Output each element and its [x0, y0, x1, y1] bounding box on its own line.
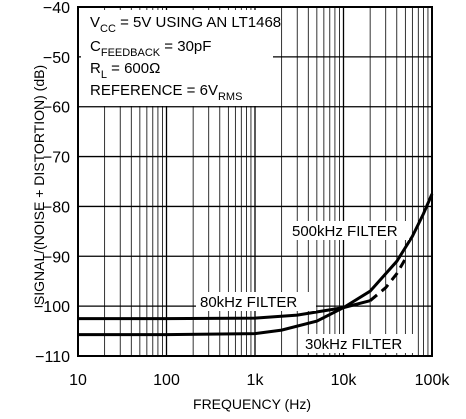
y-tick-label: −110 [35, 349, 70, 366]
annotation-line-2: CFEEDBACK = 30pF [90, 38, 211, 59]
annotation-line-1: VCC = 5V USING AN LT1468 [90, 14, 281, 35]
label-bg-500khz [288, 221, 409, 240]
curves [78, 193, 434, 353]
y-tick-label: −90 [43, 249, 70, 266]
y-tick-label: −60 [43, 100, 70, 117]
x-axis-title: FREQUENCY (Hz) [193, 396, 311, 412]
y-tick-label: −40 [43, 0, 70, 17]
annotation-line-3: RL = 600Ω [90, 60, 160, 81]
y-tick-label: −100 [34, 299, 70, 316]
x-tick-label: 10 [69, 372, 87, 389]
series-label-500khz: 500kHz FILTER [292, 223, 398, 240]
label-bg-30khz [301, 334, 413, 353]
y-tick-label: −50 [43, 50, 70, 67]
curve-30khz-filter [78, 193, 434, 337]
label-bg-80khz [196, 292, 316, 311]
annotation-line-4: REFERENCE = 6VRMS [90, 82, 242, 103]
plot-frame [77, 6, 433, 357]
grid [77, 6, 433, 357]
x-tick-label: 100 [153, 372, 180, 389]
y-tick-label: −80 [43, 199, 70, 216]
curve-500khz-filter [369, 258, 407, 302]
y-tick-label: −70 [43, 150, 70, 167]
y-axis-title: SIGNAL/(NOISE + DISTORTION) (dB) [31, 65, 47, 305]
series-label-30khz: 30kHz FILTER [305, 336, 402, 353]
annotation-box [81, 10, 273, 106]
tick-labels: 10 100 1k 10k 100k −40 −50 −60 −70 −80 −90 −100 −110 [34, 0, 450, 389]
x-tick-label: 1k [247, 372, 265, 389]
series-label-80khz: 80kHz FILTER [200, 294, 297, 311]
x-tick-label: 10k [331, 372, 358, 389]
x-tick-label: 100k [415, 372, 451, 389]
